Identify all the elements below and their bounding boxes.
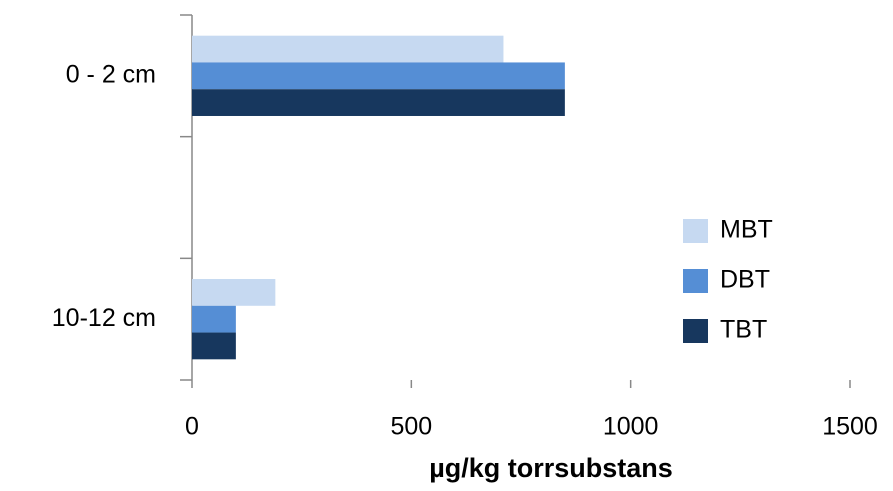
legend-label: DBT	[720, 266, 770, 294]
legend-label: MBT	[720, 216, 773, 244]
x-tick-label: 1000	[603, 413, 659, 441]
bar	[192, 279, 276, 306]
x-tick-label: 1500	[822, 413, 878, 441]
y-tick-label: 0 - 2 cm	[66, 60, 156, 88]
legend-swatch	[683, 269, 708, 293]
legend-swatch	[683, 219, 708, 243]
bar	[192, 332, 236, 360]
legend-label: TBT	[720, 316, 767, 344]
bar	[192, 89, 565, 116]
x-axis-title: µg/kg torrsubstans	[429, 453, 673, 483]
y-tick-label: 10-12 cm	[52, 304, 156, 332]
bar	[192, 305, 236, 333]
legend-swatch	[683, 319, 708, 343]
bar	[192, 35, 504, 63]
bar	[192, 62, 565, 90]
x-tick-label: 500	[390, 413, 432, 441]
x-tick-label: 0	[185, 413, 199, 441]
